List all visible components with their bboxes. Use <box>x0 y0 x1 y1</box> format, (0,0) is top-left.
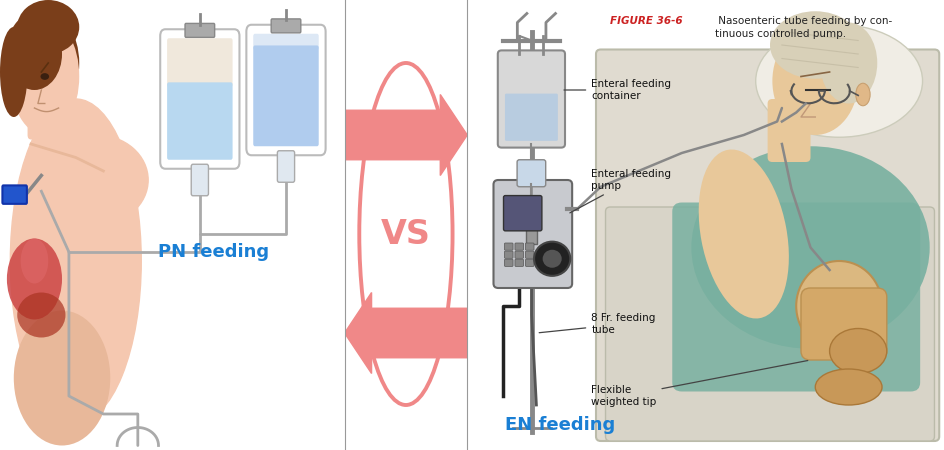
Circle shape <box>543 250 562 268</box>
Ellipse shape <box>4 9 79 117</box>
Ellipse shape <box>830 328 886 374</box>
FancyBboxPatch shape <box>504 243 513 250</box>
FancyBboxPatch shape <box>527 225 537 244</box>
Ellipse shape <box>691 146 930 349</box>
FancyBboxPatch shape <box>605 207 935 441</box>
Ellipse shape <box>770 11 861 79</box>
FancyBboxPatch shape <box>517 160 546 187</box>
Ellipse shape <box>17 0 79 54</box>
FancyBboxPatch shape <box>253 45 319 146</box>
Ellipse shape <box>756 25 922 137</box>
Ellipse shape <box>10 18 79 135</box>
Text: 8 Fr. feeding
tube: 8 Fr. feeding tube <box>539 313 655 335</box>
FancyBboxPatch shape <box>526 259 534 266</box>
FancyBboxPatch shape <box>515 251 524 258</box>
FancyBboxPatch shape <box>497 50 565 148</box>
Text: PN feeding: PN feeding <box>158 243 269 261</box>
Ellipse shape <box>44 135 148 225</box>
Text: EN feeding: EN feeding <box>505 416 615 434</box>
FancyBboxPatch shape <box>767 99 811 162</box>
FancyBboxPatch shape <box>505 94 558 141</box>
Ellipse shape <box>7 18 62 90</box>
Ellipse shape <box>41 73 49 80</box>
FancyBboxPatch shape <box>515 259 524 266</box>
FancyBboxPatch shape <box>503 196 542 231</box>
Ellipse shape <box>17 292 65 338</box>
FancyBboxPatch shape <box>596 50 939 441</box>
Ellipse shape <box>699 149 789 319</box>
Ellipse shape <box>14 310 110 446</box>
FancyBboxPatch shape <box>526 251 534 258</box>
FancyBboxPatch shape <box>160 29 240 169</box>
Ellipse shape <box>21 238 48 284</box>
Ellipse shape <box>87 127 134 305</box>
FancyBboxPatch shape <box>167 38 232 87</box>
Ellipse shape <box>816 369 882 405</box>
FancyArrow shape <box>345 94 467 176</box>
Ellipse shape <box>10 99 142 423</box>
FancyBboxPatch shape <box>3 185 26 204</box>
Text: Enteral feeding
container: Enteral feeding container <box>564 79 671 101</box>
FancyBboxPatch shape <box>185 23 214 37</box>
Text: Nasoenteric tube feeding by con-
tinuous controlled pump.: Nasoenteric tube feeding by con- tinuous… <box>716 16 892 39</box>
FancyBboxPatch shape <box>192 164 209 196</box>
FancyBboxPatch shape <box>494 180 572 288</box>
FancyBboxPatch shape <box>515 243 524 250</box>
Circle shape <box>534 242 570 276</box>
FancyBboxPatch shape <box>253 34 319 50</box>
Text: Enteral feeding
pump: Enteral feeding pump <box>570 169 671 213</box>
FancyBboxPatch shape <box>801 288 886 360</box>
Ellipse shape <box>856 83 870 106</box>
FancyBboxPatch shape <box>526 243 534 250</box>
Ellipse shape <box>772 27 858 135</box>
FancyBboxPatch shape <box>246 25 326 155</box>
Text: FIGURE 36-6: FIGURE 36-6 <box>610 16 683 26</box>
Text: Flexible
weighted tip: Flexible weighted tip <box>591 360 808 407</box>
FancyArrow shape <box>345 292 467 374</box>
Text: VS: VS <box>381 217 430 251</box>
FancyBboxPatch shape <box>167 82 232 160</box>
FancyBboxPatch shape <box>271 19 301 33</box>
Ellipse shape <box>7 238 62 320</box>
FancyBboxPatch shape <box>504 259 513 266</box>
FancyBboxPatch shape <box>278 151 295 182</box>
FancyBboxPatch shape <box>672 202 920 392</box>
FancyBboxPatch shape <box>504 251 513 258</box>
FancyBboxPatch shape <box>27 86 69 140</box>
Ellipse shape <box>0 27 27 117</box>
Ellipse shape <box>820 22 877 104</box>
Ellipse shape <box>796 261 882 351</box>
